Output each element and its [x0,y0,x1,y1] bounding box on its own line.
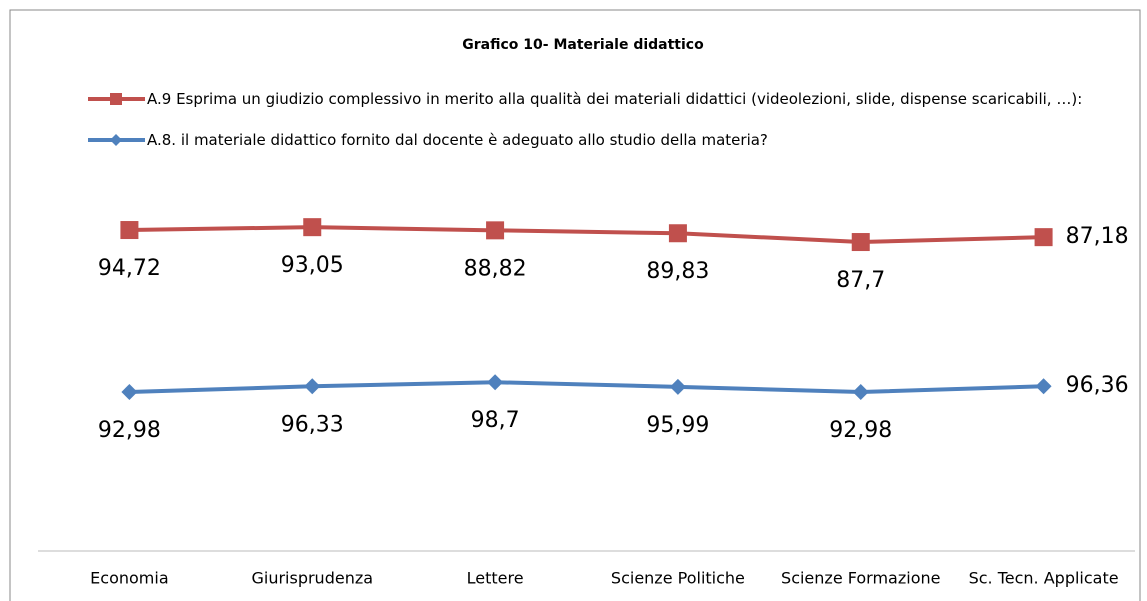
data-label: 93,05 [281,253,344,278]
chart-frame [9,9,1141,601]
legend-marker [110,134,122,146]
legend-label: A.8. il materiale didattico fornito dal … [147,131,768,149]
data-label: 89,83 [646,259,709,284]
x-tick-label: Scienze Politiche [611,569,745,588]
data-label: 92,98 [98,418,161,443]
series-line [129,225,1044,245]
x-tick-label: Lettere [467,569,524,588]
data-label: 94,72 [98,256,161,281]
x-tick-label: Scienze Formazione [781,569,940,588]
marker [1034,228,1053,247]
series-line [129,380,1044,395]
data-label: 87,7 [836,268,885,293]
marker [487,374,504,391]
marker [668,224,687,243]
x-tick-label: Economia [90,569,168,588]
chart-title: Grafico 10- Materiale didattico [462,37,704,53]
x-tick-label: Giurisprudenza [251,569,373,588]
data-label: 87,18 [1066,224,1129,249]
data-label: 96,33 [281,412,344,437]
marker [1035,378,1052,395]
marker [852,384,869,401]
legend-marker [110,93,122,105]
legend-label: A.9 Esprima un giudizio complessivo in m… [147,90,1083,108]
marker [121,384,138,401]
x-tick-label: Sc. Tecn. Applicate [969,569,1119,588]
marker [120,221,139,240]
marker [303,218,322,237]
data-label: 92,98 [829,418,892,443]
data-label: 95,99 [646,413,709,438]
data-label: 98,7 [471,408,520,433]
data-label: 88,82 [464,256,527,281]
marker [304,378,321,395]
marker [851,233,870,252]
data-label: 96,36 [1066,373,1129,398]
marker [486,221,505,240]
marker [669,378,686,395]
